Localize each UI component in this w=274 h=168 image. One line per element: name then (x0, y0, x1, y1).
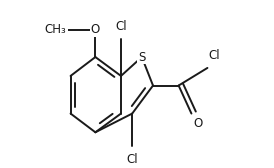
Text: Cl: Cl (208, 49, 220, 61)
Text: O: O (91, 23, 100, 36)
Text: CH₃: CH₃ (45, 23, 67, 36)
Text: S: S (138, 51, 145, 64)
Text: Cl: Cl (115, 20, 127, 33)
Text: Cl: Cl (126, 153, 138, 166)
Text: O: O (193, 117, 202, 130)
